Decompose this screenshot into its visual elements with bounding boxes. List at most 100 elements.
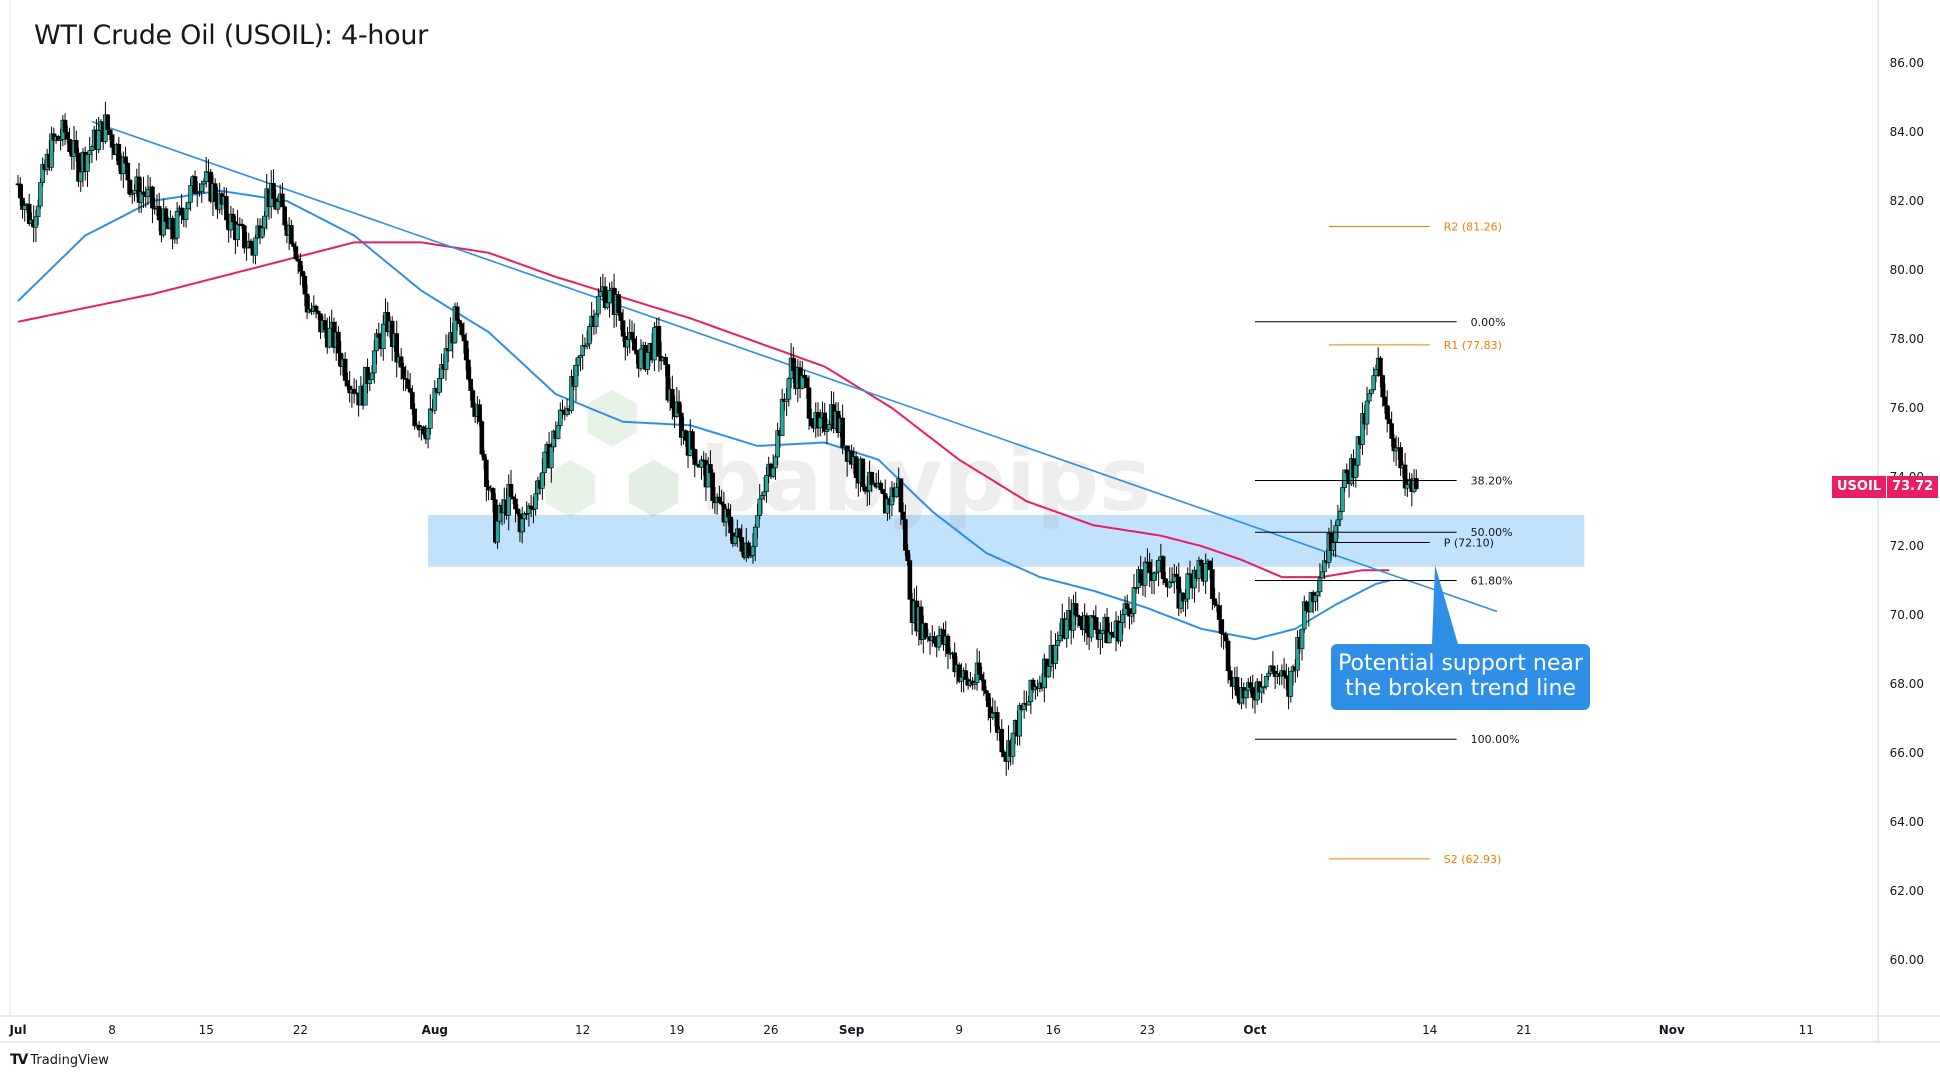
candle-body [519,518,525,533]
candle-body [528,505,534,510]
y-tick-label: 80.00 [1890,263,1924,277]
candle-body [598,291,603,297]
brand[interactable]: TV TradingView [10,1052,109,1068]
candle-body [376,333,382,338]
candle-body [224,196,229,221]
y-tick-label: 68.00 [1890,677,1924,691]
candle-body [1270,665,1276,672]
candle-body [186,201,191,210]
candle-body [822,412,828,432]
candle-body [907,560,913,600]
candle-body [132,189,137,194]
candle-body [1313,595,1318,603]
candle-body [981,679,987,691]
candle-body [1064,618,1070,639]
candle-body [407,388,413,393]
candle-body [1089,615,1094,638]
candle-body [750,546,756,556]
candle-body [1344,469,1350,474]
candle-body [540,472,545,489]
candle-body [1266,673,1271,677]
candle-body [170,218,175,240]
candle-body [1369,389,1374,394]
candle-body [1284,675,1289,679]
candle-body [262,215,267,229]
candle-body [33,216,39,228]
candle-body [605,302,610,308]
fib-level-label: 61.80% [1471,575,1513,588]
candle-body [1263,676,1269,688]
candle-body [1228,670,1233,681]
candle-body [593,313,599,327]
candle-body [1073,603,1078,616]
candle-body [1250,687,1256,698]
candle-body [73,140,79,154]
x-tick-label: 16 [1046,1023,1061,1037]
candle-body [710,472,715,502]
candle-body [150,186,155,209]
candle-body [1219,619,1224,634]
candle-body [1142,561,1148,586]
candle-body [770,467,776,477]
candle-body [784,398,789,403]
candle-body [1335,519,1341,526]
candle-body [35,205,41,217]
candle-body [495,520,500,543]
candle-body [683,430,689,441]
candle-body [62,119,68,133]
candle-body [67,138,72,152]
candle-body [107,129,113,135]
candle-body [618,312,624,321]
candle-body [1026,701,1031,706]
candle-body [670,388,675,409]
candle-body [405,379,411,389]
candle-body [573,364,579,387]
candle-body [1017,705,1022,737]
candle-body [280,193,285,208]
candle-body [371,350,377,374]
candle-body [1084,615,1090,634]
candle-body [342,358,348,381]
candle-body [89,146,95,151]
pivot-level-label: P (72.10) [1444,537,1494,550]
last-price-tag: USOIL 73.72 [1832,476,1939,498]
candle-body [1210,569,1215,600]
y-tick-label: 70.00 [1890,608,1924,622]
candle-body [470,390,476,408]
candles-layer [15,101,1419,776]
candle-body [183,208,189,220]
candle-body [125,162,131,181]
candle-body [1340,487,1345,512]
candle-body [1389,423,1394,439]
candle-body [656,326,662,357]
candle-body [1055,640,1061,646]
x-tick-label: 14 [1422,1023,1437,1037]
candle-body [64,131,70,140]
candle-body [1124,603,1130,609]
candle-body [295,258,301,262]
candle-body [923,623,928,639]
candle-body [773,456,778,469]
candle-body [145,188,151,198]
candle-body [275,201,281,210]
price-tag-value: 73.72 [1887,476,1939,498]
candle-body [1120,614,1126,623]
candle-body [1243,689,1249,699]
candle-body [425,428,431,440]
candle-body [999,728,1005,753]
candle-body [1198,559,1204,566]
pivot-level-label: R2 (81.26) [1444,221,1502,234]
candle-body [87,150,93,155]
candle-body [1337,511,1343,521]
candle-body [779,398,785,436]
candle-body [1288,670,1294,697]
candle-body [634,349,639,355]
candle-body [1414,478,1419,489]
candle-body [156,206,162,221]
candle-body [454,306,460,321]
x-tick-label: 11 [1799,1023,1814,1037]
candle-body [1331,541,1336,551]
candle-body [690,431,695,450]
candle-body [174,211,180,239]
